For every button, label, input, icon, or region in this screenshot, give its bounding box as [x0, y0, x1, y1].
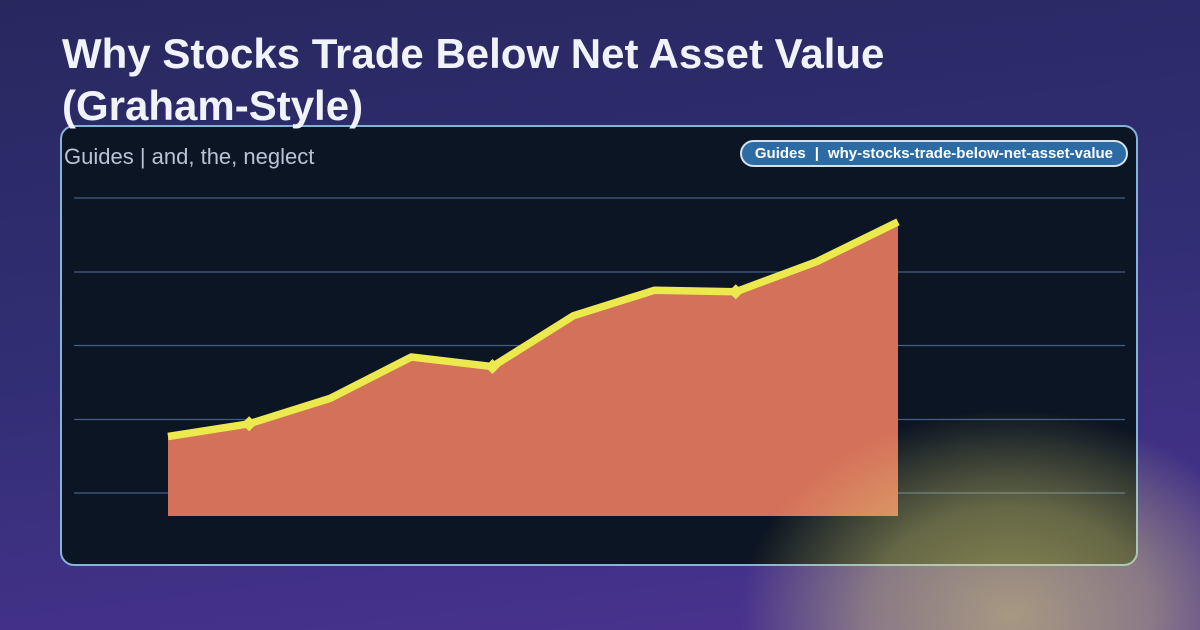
badge-slug: why-stocks-trade-below-net-asset-value: [827, 145, 1113, 162]
page-title: Why Stocks Trade Below Net Asset Value (…: [62, 30, 885, 130]
page-subtitle: Guides | and, the, neglect: [64, 144, 315, 169]
chart-area-fill: [168, 221, 898, 516]
chart-line: [167, 218, 900, 441]
badge-separator: |: [814, 145, 819, 162]
badge-category: Guides: [754, 145, 806, 162]
category-slug-badge[interactable]: Guides | why-stocks-trade-below-net-asse…: [739, 140, 1128, 167]
chart-point-markers: [241, 284, 744, 432]
